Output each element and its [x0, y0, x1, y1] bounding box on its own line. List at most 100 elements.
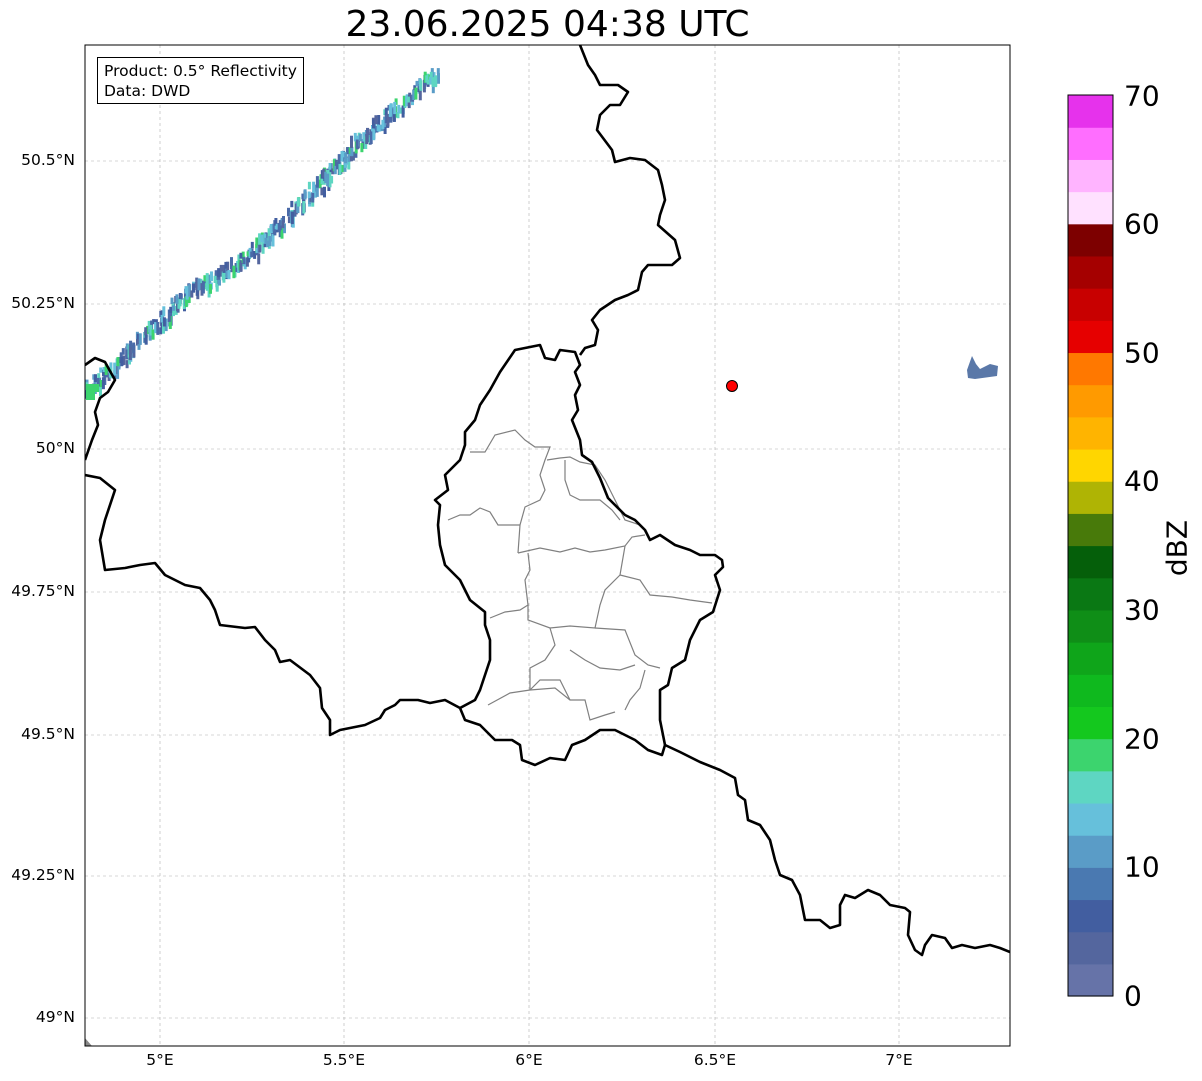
radar-echo-pixel [221, 265, 225, 272]
radar-echo-pixel [99, 380, 103, 388]
radar-echo-pixel [296, 201, 300, 213]
colorbar-tick-label: 40 [1124, 464, 1160, 498]
radar-echo-pixel [224, 261, 228, 268]
radar-echo-pixel [86, 384, 91, 392]
radar-echo-pixel [344, 152, 348, 164]
lon-tick-label: 5°E [146, 1051, 174, 1069]
radar-echo-pixel [412, 90, 416, 100]
radar-echo-pixel [340, 164, 344, 173]
radar-echo-pixel [144, 327, 148, 336]
colorbar-segment [1068, 288, 1113, 321]
radar-echo-pixel [170, 297, 174, 304]
radar-echo-pixel [215, 279, 219, 292]
radar-echo-pixel [164, 318, 168, 332]
colorbar-segment [1068, 867, 1113, 901]
radar-echo-pixel [92, 374, 96, 380]
country-borders [85, 45, 1010, 957]
radar-echo-pixel [209, 284, 212, 294]
radar-echo-pixel [136, 338, 139, 346]
radar-echo-pixel [323, 186, 326, 198]
radar-echo-pixel [205, 283, 209, 291]
colorbar-segment [1068, 352, 1113, 386]
radar-echo-pixel [203, 275, 207, 282]
radar-echo-pixel [311, 192, 315, 203]
radar-echo-pixel [172, 306, 175, 317]
radar-echo-pixel [190, 290, 194, 298]
lat-tick-label: 50°N [35, 439, 75, 457]
radar-echo-pixel [338, 162, 342, 175]
radar-echo-pixel [261, 241, 265, 254]
radar-echo-pixel [102, 369, 105, 377]
radar-echo-pixel [315, 176, 319, 188]
radar-echo-pixel [217, 271, 221, 284]
radar-echo-pixel [303, 189, 307, 200]
colorbar-segment [1068, 642, 1113, 675]
radar-echo-pixel [322, 168, 326, 178]
product-label: Product: 0.5° Reflectivity [104, 62, 297, 80]
radar-echo-pixel [236, 261, 240, 268]
radar-echo-pixel [90, 384, 95, 392]
radar-echo-pixel [348, 147, 352, 154]
radar-echo-pixel [418, 89, 422, 101]
radar-echo-pixel [122, 355, 126, 365]
radar-echo-pixel [151, 329, 155, 340]
lat-tick-label: 49.75°N [11, 582, 75, 600]
radar-echo-pixel [429, 71, 433, 78]
radar-echo-pixel [336, 162, 339, 170]
radar-echo-pixel [172, 305, 175, 311]
radar-echo-pixel [275, 223, 279, 230]
lat-tick-label: 49.5°N [21, 725, 75, 743]
radar-echo-pixel [132, 342, 136, 354]
radar-echo-pixel [350, 146, 354, 157]
radar-echo-pixel [360, 143, 364, 153]
radar-echo-pixel [328, 175, 332, 188]
radar-site-marker[interactable] [726, 380, 738, 392]
colorbar-segment [1068, 577, 1113, 611]
radar-echo-pixel [86, 392, 91, 400]
colorbar-tick-label: 30 [1124, 593, 1160, 627]
radar-echo-pixel [144, 334, 148, 345]
radar-echo-pixel [415, 80, 419, 87]
radar-echo-pixel [125, 350, 129, 360]
radar-echo-pixel [422, 79, 426, 93]
radar-echo-pixel [162, 306, 166, 317]
radar-echo-pixel [224, 268, 228, 278]
radar-echo-pixel [372, 119, 375, 129]
radar-echo-pixel [178, 299, 182, 307]
radar-echo-pixel [219, 264, 223, 277]
radar-echo-pixel [434, 75, 438, 87]
radar-echo-pixel [330, 175, 334, 184]
radar-echo-pixel [372, 129, 376, 141]
radar-echo-pixel [162, 322, 165, 334]
colorbar-segment [1068, 770, 1113, 804]
radar-echo-pixel [384, 107, 388, 115]
colorbar-segment [1068, 674, 1113, 707]
radar-echo-pixel [353, 132, 357, 142]
radar-echo-pixel [369, 132, 373, 144]
radar-echo-pixel [394, 98, 398, 105]
radar-echo-pixel [437, 73, 440, 84]
radar-echo-pixel [287, 207, 290, 217]
radar-echo-pixel [408, 92, 412, 99]
radar-echo-pixel [99, 384, 102, 397]
radar-echo-pixel [347, 159, 351, 170]
radar-echo-pixel [147, 320, 151, 326]
data-source-label: Data: DWD [104, 82, 191, 100]
radar-echo-pixel [376, 124, 380, 132]
radar-echo-pixel [222, 272, 226, 283]
radar-echo-pixel [277, 222, 281, 233]
colorbar-tick-label: 70 [1124, 79, 1160, 113]
radar-echo-pixel [274, 218, 278, 226]
radar-echo-east [967, 356, 998, 379]
radar-echo-pixel [389, 114, 393, 123]
radar-echo-pixel [258, 233, 262, 245]
radar-echo-pixel [195, 286, 199, 296]
radar-echo-pixel [201, 280, 205, 294]
radar-echo-pixel [296, 197, 300, 207]
radar-echo-pixel [358, 133, 362, 142]
radar-echo-pixel [185, 289, 189, 300]
radar-echo-pixel [383, 116, 387, 128]
radar-echo-pixel [401, 105, 405, 118]
radar-echo-pixel [120, 357, 124, 366]
